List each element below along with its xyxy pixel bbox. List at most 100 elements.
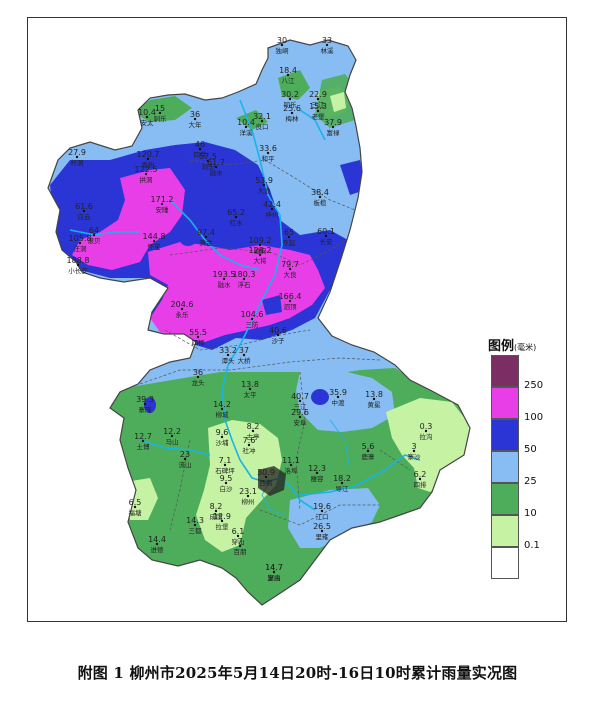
station-marker: [236, 534, 240, 538]
station-name: 拉堡: [216, 522, 230, 531]
station-value: 22.9: [309, 90, 327, 99]
station-name: 大浪: [258, 186, 272, 195]
station-value: 57.5: [199, 152, 217, 161]
station-marker: [170, 434, 174, 438]
station-value: 120.7: [137, 150, 160, 159]
station-name: 马山: [166, 437, 179, 446]
liuzhou-urban: [258, 466, 286, 496]
station-name: 富禄: [327, 128, 341, 137]
station-value: 36: [193, 368, 203, 377]
station-marker: [78, 241, 82, 245]
station-value: 15: [155, 104, 165, 113]
legend-unit: (毫米): [514, 343, 537, 352]
station-marker: [288, 267, 292, 271]
station-marker: [258, 253, 262, 257]
station-marker: [224, 481, 228, 485]
station-value: 12.9: [213, 512, 231, 521]
station-name: 穿山: [232, 537, 245, 546]
station-name: 雒容: [311, 474, 325, 483]
legend-swatch: [491, 419, 519, 451]
station-name: 滚贝: [88, 236, 101, 245]
station-value: 6.1: [232, 527, 245, 536]
station-marker: [82, 209, 86, 213]
station-marker: [340, 481, 344, 485]
station-name: 百朋: [234, 548, 247, 556]
station-name: 安陲: [156, 205, 170, 214]
station-marker: [242, 277, 246, 281]
station-marker: [220, 435, 224, 439]
station-name: 洛埠: [285, 466, 299, 475]
station-marker: [204, 235, 208, 239]
station-marker: [141, 439, 145, 443]
station-name: 三都: [189, 527, 203, 535]
station-marker: [298, 415, 302, 419]
station-marker: [320, 529, 324, 533]
station-name: 三江: [312, 101, 326, 109]
legend-label: 100: [524, 412, 544, 423]
station-marker: [270, 207, 274, 211]
station-marker: [133, 505, 137, 509]
station-value: 14.7: [265, 563, 283, 572]
station-marker: [286, 73, 290, 77]
station-name: 鹿寨: [362, 452, 376, 461]
station-value: 42.4: [263, 200, 281, 209]
station-name: 龙头: [192, 378, 206, 387]
station-marker: [223, 463, 227, 467]
station-name: 驯乐: [154, 114, 168, 123]
station-value: 18.2: [333, 474, 351, 483]
legend-swatch: [491, 387, 519, 419]
station-name: 长安: [320, 237, 334, 246]
station-marker: [234, 215, 238, 219]
legend-label: 10: [524, 508, 537, 519]
station-marker: [160, 202, 164, 206]
station-marker: [248, 387, 252, 391]
station-name: 三防: [246, 320, 260, 329]
station-marker: [318, 195, 322, 199]
station-marker: [214, 509, 218, 513]
station-value: 12.3: [308, 464, 326, 473]
station-name: 白云: [78, 212, 92, 221]
station-name: 柳城: [216, 410, 230, 419]
station-name: 石碑坪: [215, 466, 235, 475]
station-name: 香粉: [142, 160, 156, 169]
station-value: 9.6: [216, 428, 229, 437]
station-marker: [144, 172, 148, 176]
station-value: 33.6: [259, 144, 277, 153]
station-name: 融安: [254, 246, 268, 255]
station-value: 30: [277, 36, 287, 45]
station-value: 97.4: [197, 228, 215, 237]
station-marker: [280, 43, 284, 47]
station-marker: [193, 117, 197, 121]
station-marker: [324, 234, 328, 238]
station-name: 穿山: [268, 573, 281, 582]
legend-label: 0.1: [524, 540, 540, 551]
station-name: 梅林: [286, 114, 300, 123]
station-name: 寨沙: [408, 452, 422, 461]
station-name: 红水: [230, 218, 244, 227]
station-name: 沙埔: [216, 438, 230, 447]
station-value: 40.7: [291, 392, 309, 401]
station-marker: [288, 299, 292, 303]
station-name: 黄冕: [368, 400, 382, 409]
station-name: 东起: [283, 238, 297, 247]
station-marker: [336, 395, 340, 399]
station-marker: [214, 165, 218, 169]
legend-swatch: [491, 515, 519, 547]
station-name: 和平: [262, 154, 276, 163]
station-marker: [276, 333, 280, 337]
station-value: 6.5: [129, 498, 142, 507]
station-name: 白沙: [220, 484, 234, 493]
station-name: 融水: [210, 168, 224, 177]
station-name: 杆洞: [71, 158, 85, 167]
station-value: 12.7: [134, 432, 152, 441]
station-value: 13.8: [241, 380, 259, 389]
station-name: 古亭: [247, 432, 261, 441]
station-value: 40.6: [269, 326, 287, 335]
station-marker: [196, 375, 200, 379]
station-marker: [272, 570, 276, 574]
station-marker: [242, 353, 246, 357]
station-marker: [75, 155, 79, 159]
station-marker: [366, 449, 370, 453]
station-value: 188.8: [67, 256, 90, 265]
station-name: 大将: [254, 256, 268, 265]
